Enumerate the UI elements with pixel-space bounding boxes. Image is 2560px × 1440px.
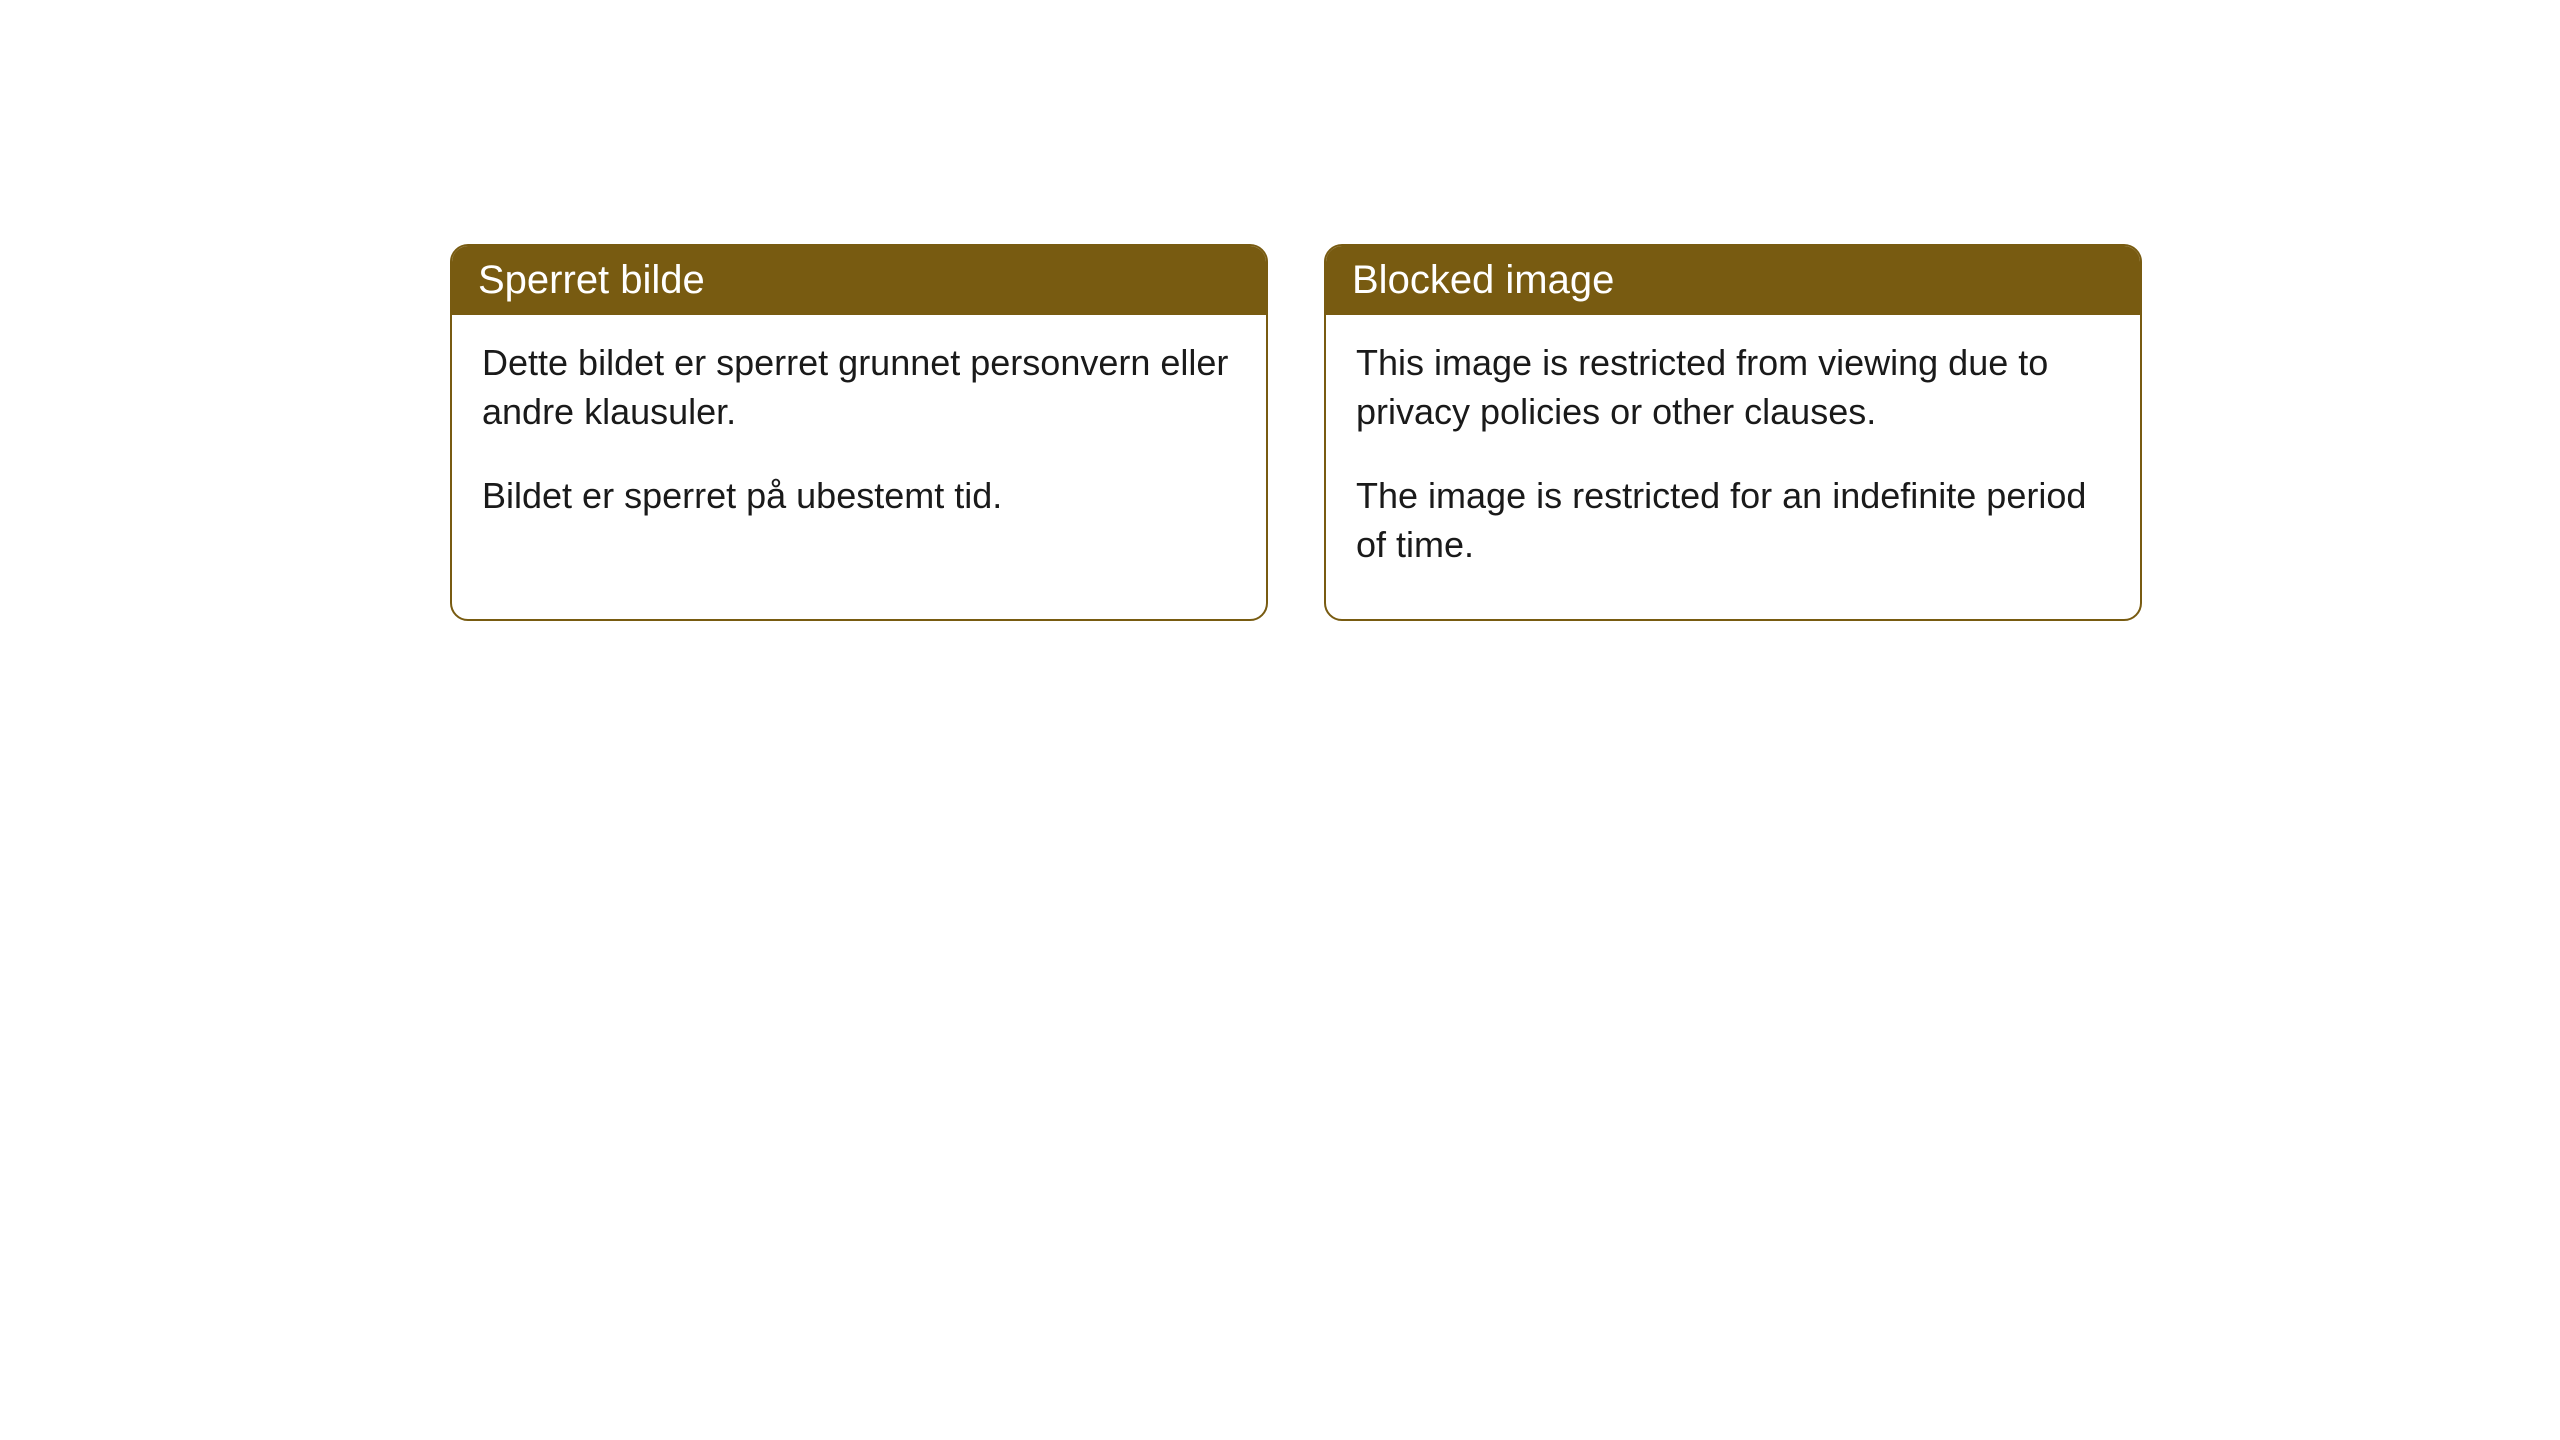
- card-title: Sperret bilde: [478, 258, 705, 302]
- card-paragraph: Dette bildet er sperret grunnet personve…: [482, 339, 1236, 436]
- card-header: Blocked image: [1326, 246, 2140, 315]
- card-paragraph: This image is restricted from viewing du…: [1356, 339, 2110, 436]
- notice-card-english: Blocked image This image is restricted f…: [1324, 244, 2142, 621]
- card-title: Blocked image: [1352, 258, 1614, 302]
- card-body: This image is restricted from viewing du…: [1326, 315, 2140, 619]
- card-body: Dette bildet er sperret grunnet personve…: [452, 315, 1266, 571]
- card-paragraph: Bildet er sperret på ubestemt tid.: [482, 472, 1236, 521]
- card-paragraph: The image is restricted for an indefinit…: [1356, 472, 2110, 569]
- notice-card-norwegian: Sperret bilde Dette bildet er sperret gr…: [450, 244, 1268, 621]
- notice-cards-container: Sperret bilde Dette bildet er sperret gr…: [450, 244, 2142, 621]
- card-header: Sperret bilde: [452, 246, 1266, 315]
